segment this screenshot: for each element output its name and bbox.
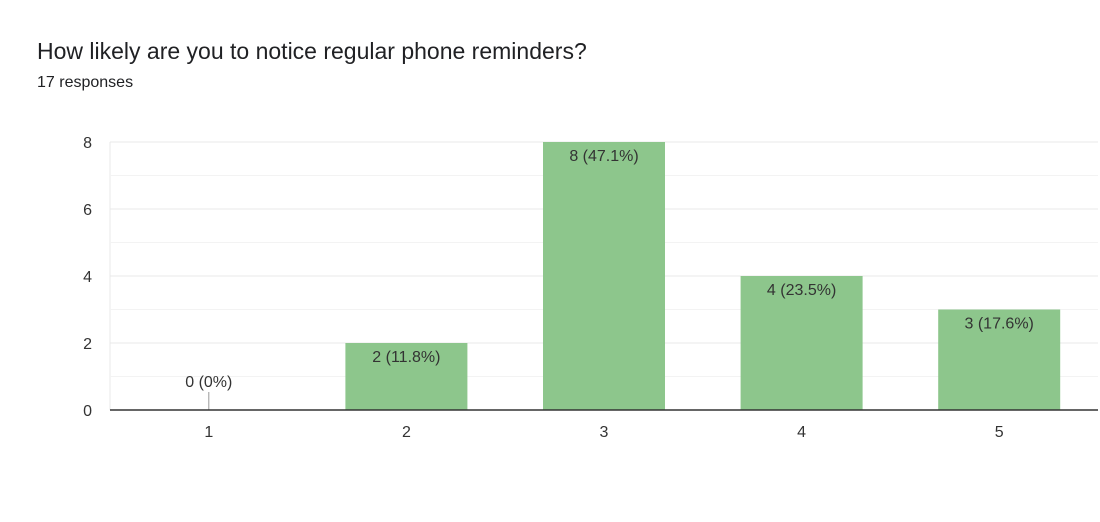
x-tick-label: 4 [797,424,806,441]
x-tick-label: 1 [204,424,213,441]
chart-title: How likely are you to notice regular pho… [37,38,587,64]
y-tick-label: 4 [83,269,92,286]
x-tick-label: 5 [995,424,1004,441]
y-tick-label: 2 [83,336,92,353]
data-label: 2 (11.8%) [372,349,440,366]
x-tick-label: 3 [600,424,609,441]
x-tick-label: 2 [402,424,411,441]
response-count: 17 responses [37,74,134,91]
y-tick-label: 8 [83,135,92,152]
data-label: 8 (47.1%) [569,148,638,165]
bar [740,276,863,410]
data-label: 3 (17.6%) [965,316,1034,333]
bar [345,343,468,410]
data-label: 0 (0%) [185,374,232,391]
data-label: 4 (23.5%) [767,282,836,299]
bar [938,309,1061,410]
y-tick-label: 0 [83,403,92,420]
y-tick-label: 6 [83,202,92,219]
bar [543,142,665,410]
